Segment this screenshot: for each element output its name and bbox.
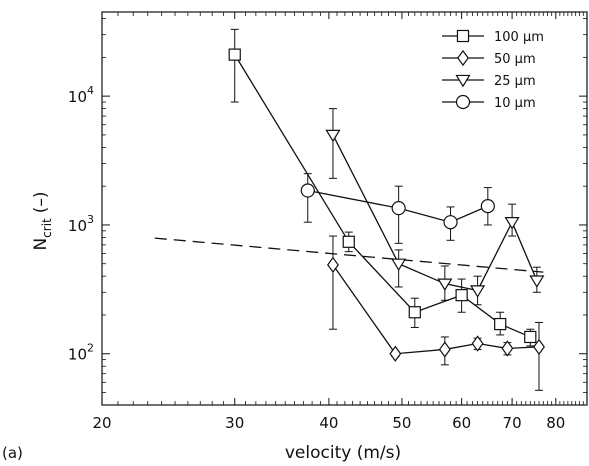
data-point: [228, 48, 241, 61]
series-diamond: [327, 235, 545, 391]
data-point: [438, 341, 451, 358]
series-line: [234, 54, 531, 338]
series-circle: [300, 173, 495, 244]
data-point: [524, 330, 537, 344]
y-axis-title-unit: (–): [31, 191, 51, 213]
x-tick-label: 70: [503, 414, 522, 432]
data-point: [533, 338, 545, 356]
data-point: [342, 235, 355, 248]
data-point: [391, 258, 407, 272]
legend-item: 25 μm: [442, 74, 536, 89]
series-line: [332, 134, 538, 292]
plot-frame: [101, 11, 588, 406]
y-tick-base: 10: [68, 346, 87, 364]
data-point: [455, 289, 468, 302]
data-point: [389, 345, 402, 362]
data-point: [504, 217, 520, 230]
data-point: [300, 183, 315, 198]
y-tick-label: 103: [68, 213, 94, 235]
data-point: [494, 317, 507, 331]
data-series: [228, 28, 545, 391]
y-axis-title-subscript: crit: [40, 218, 54, 238]
dashed-reference-line: [154, 237, 544, 273]
y-tick-base: 10: [68, 88, 87, 106]
data-point: [391, 201, 406, 216]
legend: 100 μm 50 μm 25 μm 10 μm: [442, 29, 544, 111]
reference-line: [154, 237, 544, 273]
data-point: [408, 306, 421, 319]
y-tick-exponent: 3: [87, 213, 94, 226]
x-tick-label: 60: [452, 414, 471, 432]
x-tick-label: 80: [546, 414, 565, 432]
legend-item: 50 μm: [442, 49, 536, 67]
legend-marker: [457, 49, 469, 67]
legend-label: 25 μm: [494, 74, 536, 89]
x-axis-title: velocity (m/s): [285, 443, 401, 463]
x-tick-label: 30: [225, 414, 244, 432]
y-tick-base: 10: [68, 217, 87, 235]
legend-item: 100 μm: [442, 29, 544, 45]
series-line: [332, 264, 540, 355]
data-point: [529, 275, 545, 288]
data-point: [470, 285, 486, 298]
legend-marker: [455, 94, 471, 110]
series-square: [228, 28, 537, 347]
x-tick-label: 50: [392, 414, 411, 432]
y-tick-exponent: 2: [87, 342, 94, 355]
plot-border: [101, 11, 588, 406]
data-point: [327, 256, 339, 274]
data-point: [480, 199, 495, 214]
y-tick-label: 104: [68, 84, 94, 106]
data-point: [471, 335, 484, 352]
y-tick-label: 102: [68, 342, 94, 364]
legend-label: 100 μm: [494, 30, 544, 45]
legend-item: 10 μm: [442, 94, 536, 111]
y-tick-exponent: 4: [87, 84, 94, 97]
data-point: [325, 129, 341, 143]
legend-label: 50 μm: [494, 52, 536, 67]
data-point: [437, 278, 453, 291]
y-axis-title: Ncrit (–): [31, 191, 54, 250]
x-tick-label: 20: [92, 414, 111, 432]
legend-marker: [456, 29, 470, 43]
data-point: [443, 215, 458, 230]
y-axis-title-main: N: [31, 238, 51, 251]
legend-marker: [455, 74, 471, 88]
series-triangle-down: [325, 108, 545, 306]
legend-label: 10 μm: [494, 96, 536, 111]
panel-label: (a): [2, 444, 23, 462]
data-point: [501, 340, 514, 357]
series-line: [307, 189, 489, 223]
x-tick-label: 40: [319, 414, 338, 432]
